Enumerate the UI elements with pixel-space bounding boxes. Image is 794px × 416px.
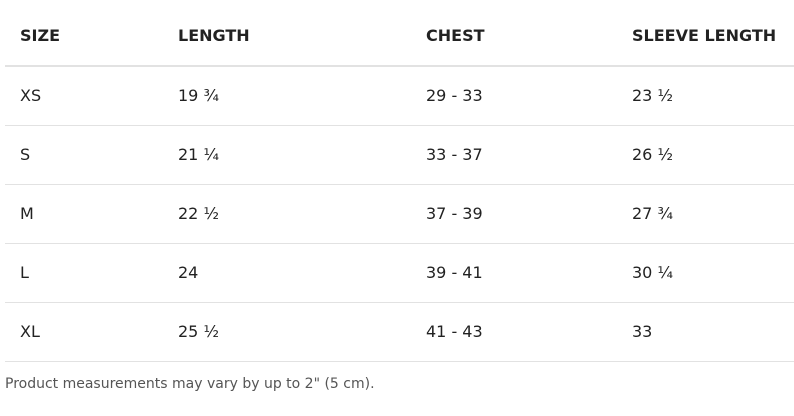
table-cell: 29 - 33 (426, 86, 483, 105)
header-cell: LENGTH (178, 26, 250, 45)
table-row: S 21 ¼ 33 - 37 26 ½ (5, 126, 794, 185)
table-cell: S (20, 145, 31, 164)
table-cell: 37 - 39 (426, 204, 483, 223)
size-table: SIZE LENGTH CHEST SLEEVE LENGTH XS 19 ¾ 29 - 3… (5, 0, 794, 362)
table-row: XS 19 ¾ 29 - 33 23 ½ (5, 67, 794, 126)
table-cell: 24 (178, 263, 199, 282)
table-cell: 41 - 43 (426, 322, 483, 341)
table-cell: 39 - 41 (426, 263, 483, 282)
table-cell: M (20, 204, 34, 223)
table-cell: 27 ¾ (632, 204, 673, 223)
table-row: L 24 39 - 41 30 ¼ (5, 244, 794, 303)
header-row: SIZE LENGTH CHEST SLEEVE LENGTH (5, 0, 794, 67)
table-cell: 26 ½ (632, 145, 673, 164)
table-cell: 33 (632, 322, 653, 341)
table-cell: 22 ½ (178, 204, 219, 223)
header-cell: SLEEVE LENGTH (632, 26, 777, 45)
table-cell: 33 - 37 (426, 145, 483, 164)
table-cell: L (20, 263, 29, 282)
table-row: XL 25 ½ 41 - 43 33 (5, 303, 794, 362)
table-cell: 21 ¼ (178, 145, 219, 164)
table-row: M 22 ½ 37 - 39 27 ¾ (5, 185, 794, 244)
table-cell: 25 ½ (178, 322, 219, 341)
header-cell: CHEST (426, 26, 485, 45)
table-cell: 30 ¼ (632, 263, 673, 282)
table-cell: XS (20, 86, 42, 105)
header-cell: SIZE (20, 26, 61, 45)
table-cell: 23 ½ (632, 86, 673, 105)
table-cell: XL (20, 322, 40, 341)
footnote: Product measurements may vary by up to 2… (5, 376, 375, 392)
table-cell: 19 ¾ (178, 86, 219, 105)
